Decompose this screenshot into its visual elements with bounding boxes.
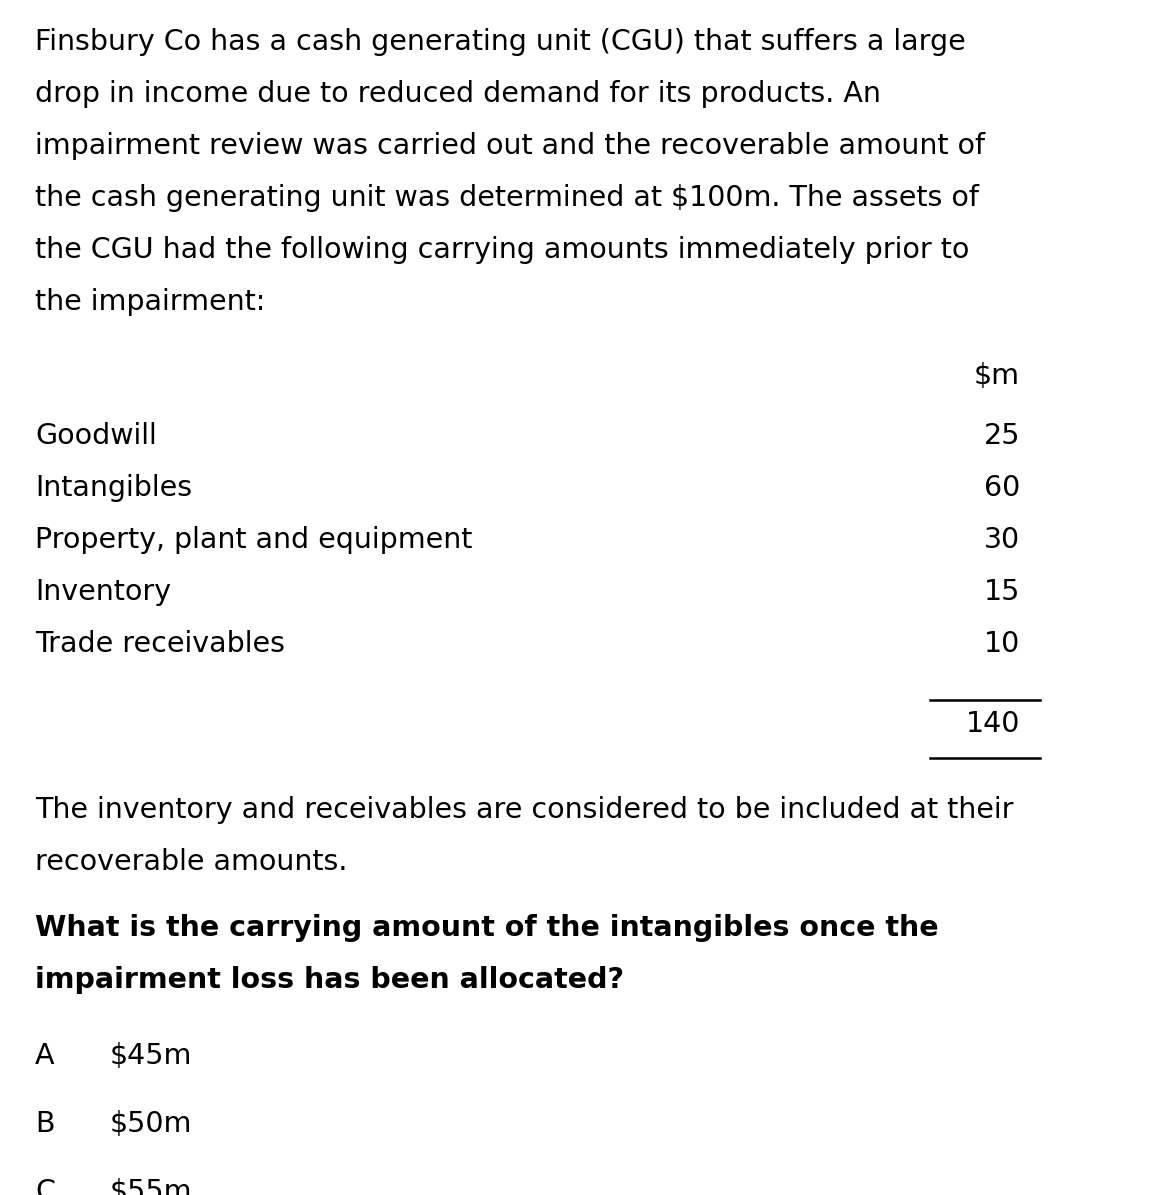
Text: Goodwill: Goodwill bbox=[35, 422, 157, 451]
Text: $m: $m bbox=[974, 362, 1021, 390]
Text: $55m: $55m bbox=[110, 1178, 193, 1195]
Text: 10: 10 bbox=[983, 630, 1021, 658]
Text: drop in income due to reduced demand for its products. An: drop in income due to reduced demand for… bbox=[35, 80, 881, 108]
Text: impairment review was carried out and the recoverable amount of: impairment review was carried out and th… bbox=[35, 131, 985, 160]
Text: 15: 15 bbox=[983, 578, 1021, 606]
Text: 25: 25 bbox=[983, 422, 1021, 451]
Text: The inventory and receivables are considered to be included at their: The inventory and receivables are consid… bbox=[35, 796, 1014, 825]
Text: Inventory: Inventory bbox=[35, 578, 171, 606]
Text: $50m: $50m bbox=[110, 1110, 193, 1138]
Text: Intangibles: Intangibles bbox=[35, 474, 192, 502]
Text: Property, plant and equipment: Property, plant and equipment bbox=[35, 526, 473, 554]
Text: What is the carrying amount of the intangibles once the: What is the carrying amount of the intan… bbox=[35, 914, 938, 942]
Text: Finsbury Co has a cash generating unit (CGU) that suffers a large: Finsbury Co has a cash generating unit (… bbox=[35, 27, 966, 56]
Text: the impairment:: the impairment: bbox=[35, 288, 266, 315]
Text: 30: 30 bbox=[983, 526, 1021, 554]
Text: B: B bbox=[35, 1110, 55, 1138]
Text: A: A bbox=[35, 1042, 55, 1070]
Text: the CGU had the following carrying amounts immediately prior to: the CGU had the following carrying amoun… bbox=[35, 235, 969, 264]
Text: C: C bbox=[35, 1178, 55, 1195]
Text: the cash generating unit was determined at $100m. The assets of: the cash generating unit was determined … bbox=[35, 184, 979, 212]
Text: recoverable amounts.: recoverable amounts. bbox=[35, 848, 347, 876]
Text: 140: 140 bbox=[966, 710, 1021, 739]
Text: $45m: $45m bbox=[110, 1042, 193, 1070]
Text: impairment loss has been allocated?: impairment loss has been allocated? bbox=[35, 966, 625, 994]
Text: Trade receivables: Trade receivables bbox=[35, 630, 284, 658]
Text: 60: 60 bbox=[983, 474, 1021, 502]
